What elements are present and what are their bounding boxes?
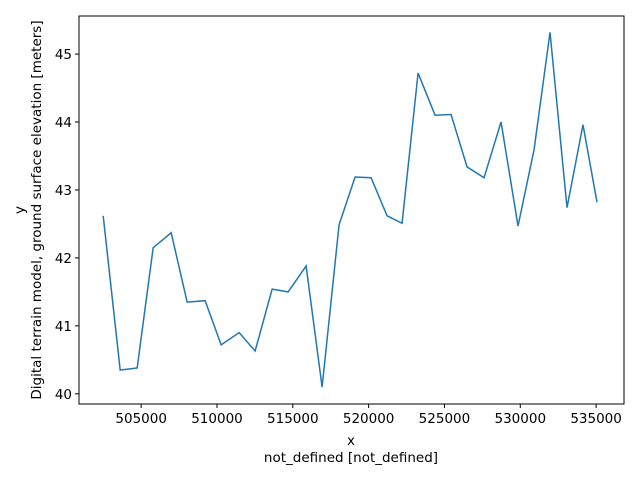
y-tick-label: 41	[55, 319, 72, 335]
x-tick-label: 530000	[495, 411, 547, 427]
x-tick-label: 505000	[115, 411, 167, 427]
y-tick-label: 45	[55, 47, 72, 63]
y-axis-label: y	[12, 206, 28, 214]
line-series	[102, 32, 598, 388]
y-tick-label: 42	[55, 251, 72, 267]
axes-frame	[78, 15, 625, 405]
y-tick-label: 40	[55, 387, 72, 403]
x-tick-label: 535000	[570, 411, 622, 427]
x-tick-label: 525000	[419, 411, 471, 427]
x-axis-label: not_defined [not_defined]	[264, 450, 438, 466]
x-tick-label: 520000	[343, 411, 395, 427]
y-tick-label: 43	[55, 183, 72, 199]
x-tick-label: 510000	[191, 411, 243, 427]
y-axis-label: Digital terrain model, ground surface el…	[29, 20, 45, 399]
x-axis-label: x	[347, 433, 355, 449]
y-tick-label: 44	[55, 115, 72, 131]
x-tick-label: 515000	[267, 411, 319, 427]
